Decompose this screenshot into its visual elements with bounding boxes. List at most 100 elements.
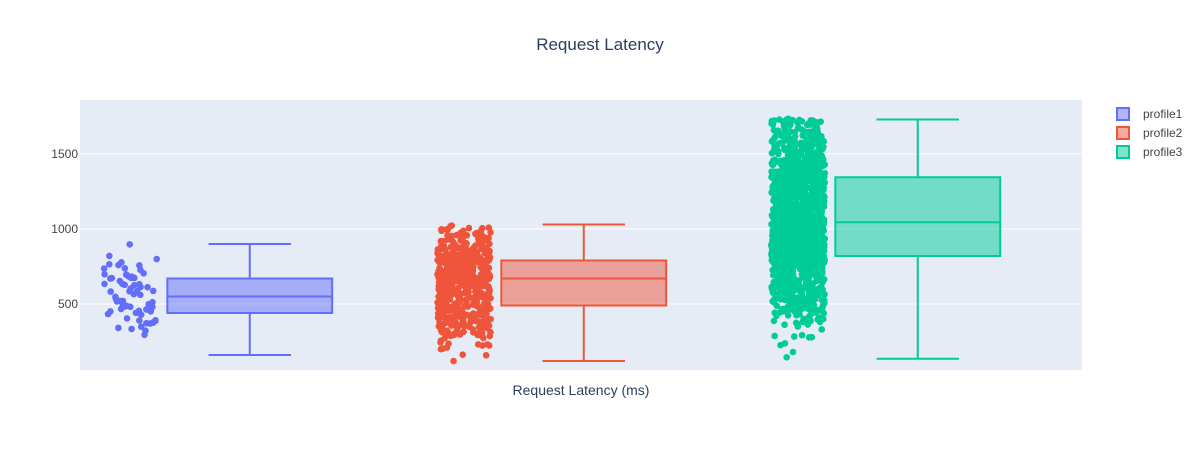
data-point (812, 226, 819, 233)
data-point (136, 317, 143, 324)
data-point (816, 318, 824, 326)
y-tick-label: 1500 (51, 147, 78, 161)
data-point (791, 133, 799, 140)
data-point (818, 326, 826, 333)
data-point (796, 310, 803, 318)
data-point (440, 273, 448, 280)
data-point (808, 305, 815, 313)
data-point (137, 323, 145, 331)
data-point (486, 288, 493, 296)
data-point (457, 330, 464, 337)
data-point (797, 209, 805, 216)
profile3-box (834, 118, 1002, 360)
data-point (783, 222, 791, 229)
data-point (100, 265, 108, 272)
legend-swatch (1116, 126, 1130, 140)
data-point (479, 282, 486, 290)
data-point (787, 284, 795, 291)
data-point (768, 250, 775, 257)
data-point (468, 265, 475, 272)
legend-item-profile2[interactable]: profile2 (1116, 126, 1183, 140)
data-point (781, 239, 789, 247)
data-point (820, 138, 828, 145)
data-point (472, 288, 479, 295)
outlier-point (783, 353, 790, 361)
y-tick-label: 1000 (51, 222, 78, 236)
data-point (800, 315, 807, 323)
data-point (777, 274, 785, 282)
data-point (782, 132, 790, 140)
data-point (805, 261, 812, 268)
data-point (484, 341, 491, 348)
data-point (784, 311, 792, 319)
data-point (440, 285, 448, 293)
data-point (787, 254, 795, 262)
data-point (768, 211, 776, 219)
data-point (462, 300, 470, 308)
data-point (781, 340, 789, 347)
data-point (790, 333, 798, 340)
legend-item-profile3[interactable]: profile3 (1116, 145, 1183, 159)
data-point (813, 137, 821, 144)
data-point (478, 275, 486, 283)
data-point (455, 296, 463, 304)
legend-item-profile1[interactable]: profile1 (1116, 107, 1183, 121)
data-point (147, 308, 155, 315)
data-point (466, 323, 473, 331)
legend-label: profile1 (1143, 107, 1183, 121)
profile2-box (500, 223, 668, 362)
data-point (448, 222, 456, 229)
data-point (809, 117, 817, 124)
data-point (467, 274, 475, 282)
data-point (793, 202, 801, 210)
data-point (789, 165, 797, 172)
data-point (130, 290, 138, 298)
data-point (770, 222, 778, 230)
data-point (437, 339, 444, 346)
data-point (472, 242, 479, 249)
data-point (818, 154, 826, 162)
legend-label: profile2 (1143, 126, 1183, 140)
data-point (482, 351, 490, 359)
outlier-point (450, 357, 457, 365)
data-point (477, 310, 485, 317)
data-point (809, 179, 817, 187)
data-point (459, 227, 467, 235)
data-point (815, 276, 823, 284)
legend-swatch (1116, 145, 1130, 159)
data-point (768, 189, 775, 196)
data-point (457, 236, 464, 244)
data-point (798, 331, 806, 339)
data-point (115, 324, 122, 332)
data-point (817, 142, 825, 150)
data-point (820, 173, 828, 180)
data-point (441, 301, 448, 309)
outlier-point (789, 348, 797, 356)
data-point (787, 146, 795, 154)
data-point (798, 126, 806, 133)
data-point (123, 302, 130, 310)
data-point (455, 322, 463, 329)
box-layer (166, 118, 1002, 362)
data-point (806, 272, 813, 280)
data-point (808, 333, 816, 341)
data-point (781, 125, 788, 132)
data-point (107, 288, 114, 295)
data-point (451, 314, 459, 321)
data-point (775, 147, 782, 155)
data-point (802, 252, 810, 259)
data-point (459, 255, 467, 262)
data-point (126, 241, 134, 248)
data-point (818, 263, 826, 271)
data-point (774, 205, 781, 213)
data-point (805, 184, 812, 192)
data-point (455, 284, 462, 292)
chart-title: Request Latency (536, 35, 664, 54)
data-point (456, 244, 463, 251)
data-point (465, 224, 473, 232)
data-point (437, 345, 445, 353)
data-point (806, 244, 814, 251)
data-point (787, 186, 794, 193)
data-point (781, 296, 789, 304)
data-point (434, 314, 442, 322)
